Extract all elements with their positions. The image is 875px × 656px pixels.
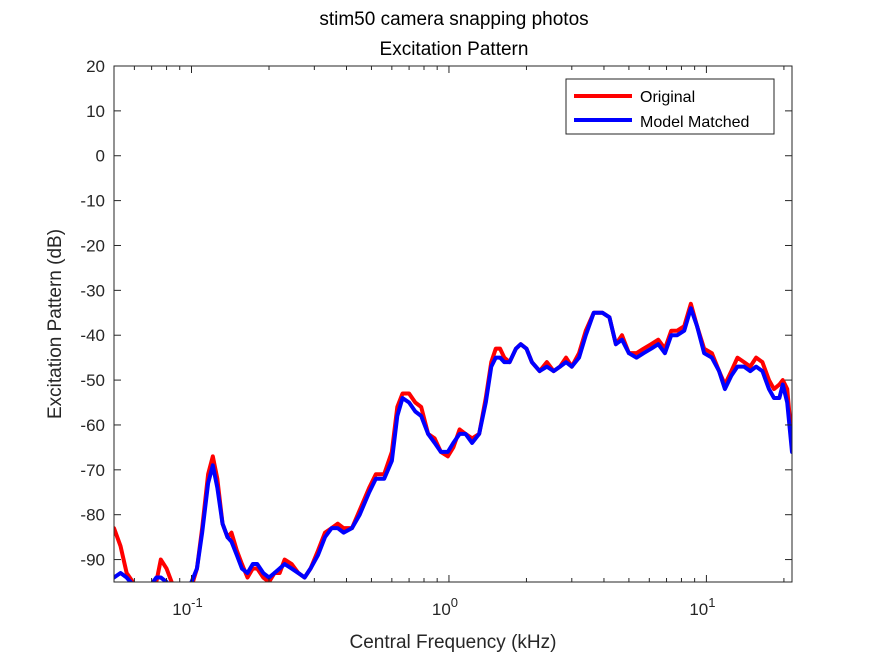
y-axis-label: Excitation Pattern (dB) xyxy=(45,229,66,419)
series-line-model-matched xyxy=(114,306,792,582)
axes-box xyxy=(113,65,793,583)
chart-title-line-1: stim50 camera snapping photos xyxy=(319,9,588,30)
x-tick-label: 100 xyxy=(432,595,458,619)
legend-label-original: Original xyxy=(640,89,695,106)
legend: Original Model Matched xyxy=(565,78,775,135)
x-axis-label: Central Frequency (kHz) xyxy=(350,632,557,653)
y-tick-label: -30 xyxy=(80,281,105,300)
chart-title-line-2: Excitation Pattern xyxy=(380,39,529,60)
y-tick-label: -80 xyxy=(80,506,105,525)
y-tick-label: -60 xyxy=(80,416,105,435)
y-tick-label: -10 xyxy=(80,192,105,211)
y-tick-label: -70 xyxy=(80,461,105,480)
y-tick-label: -20 xyxy=(80,236,105,255)
y-tick-label: 20 xyxy=(86,57,105,76)
y-tick-label: -90 xyxy=(80,551,105,570)
x-tick-label: 101 xyxy=(689,595,715,619)
y-tick-label: -40 xyxy=(80,326,105,345)
x-tick-label: 10-1 xyxy=(172,595,202,619)
legend-box xyxy=(565,78,775,135)
y-tick-label: 0 xyxy=(96,147,105,166)
y-tick-label: -50 xyxy=(80,371,105,390)
y-tick-label: 10 xyxy=(86,102,105,121)
legend-label-model-matched: Model Matched xyxy=(640,114,749,131)
series-group xyxy=(114,301,792,582)
plot-area xyxy=(114,66,792,582)
